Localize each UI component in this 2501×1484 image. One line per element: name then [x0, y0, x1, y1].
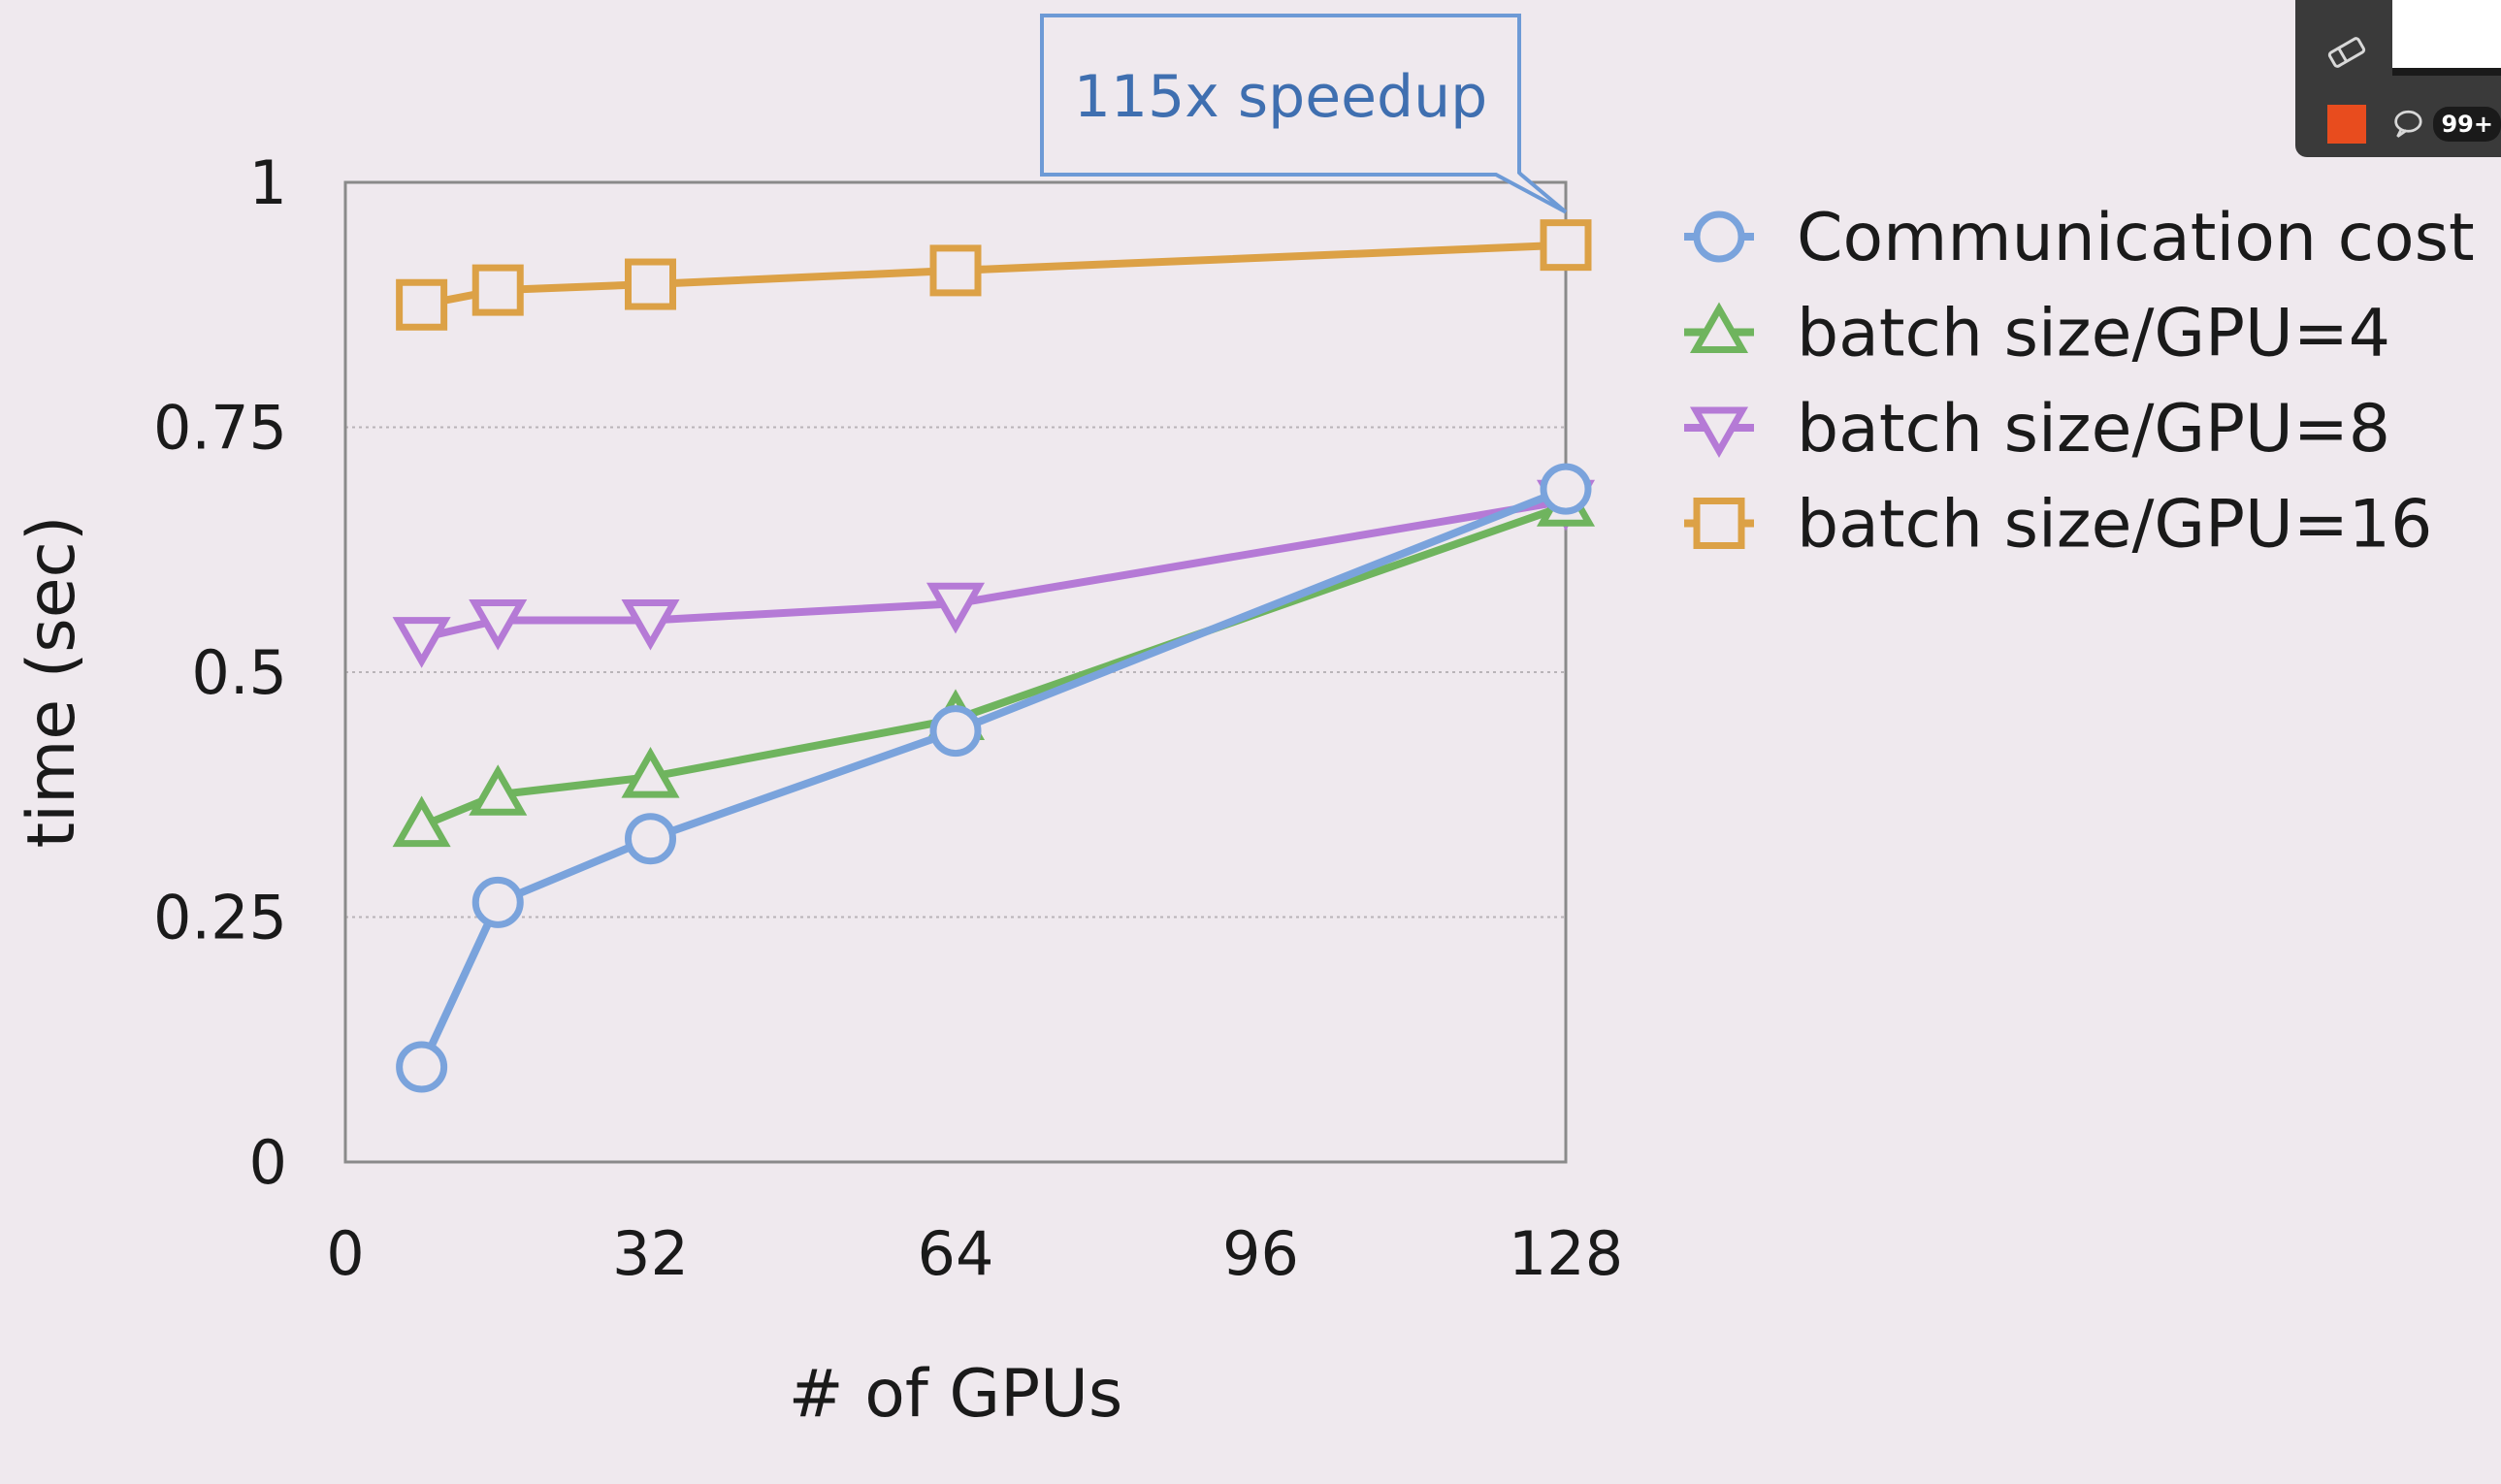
x-tick-label: 96 [1222, 1218, 1299, 1289]
x-tick-label: 128 [1509, 1218, 1623, 1289]
chat-button[interactable]: 99+ [2392, 95, 2501, 153]
chat-count-badge: 99+ [2433, 107, 2501, 142]
series-line [417, 485, 1568, 1069]
legend-item: batch size/GPU=16 [1684, 487, 2432, 564]
legend-item: Communication cost [1684, 200, 2475, 276]
data-point-marker [1540, 463, 1592, 515]
legend-label: Communication cost [1797, 200, 2475, 276]
y-tick-label: 1 [249, 147, 287, 218]
data-point-marker [471, 264, 524, 316]
data-point-marker [469, 764, 528, 816]
data-point-marker [621, 598, 680, 651]
series-2 [392, 479, 1596, 668]
series-lines [392, 219, 1596, 1093]
legend-item: batch size/GPU=4 [1684, 296, 2390, 372]
data-point-marker [392, 617, 451, 668]
data-point-marker [392, 795, 451, 848]
data-point-marker [396, 278, 448, 331]
x-tick-label: 64 [918, 1218, 994, 1289]
callout-text: 115x speedup [1074, 63, 1487, 131]
eraser-icon [2327, 37, 2366, 68]
x-tick-label: 0 [326, 1218, 364, 1289]
axis-ticks: 0 0.25 0.5 0.75 1 0 32 64 96 128 [153, 147, 1623, 1289]
video-thumbnail[interactable] [2392, 0, 2501, 76]
legend-item: batch size/GPU=8 [1684, 391, 2390, 468]
data-point-marker [1540, 219, 1592, 272]
eraser-button[interactable] [2313, 23, 2381, 81]
data-point-marker [926, 582, 986, 634]
plot-area-frame [343, 180, 1568, 1164]
data-point-marker [396, 1041, 448, 1093]
color-picker-button[interactable] [2313, 95, 2381, 153]
speedup-callout: 115x speedup [1040, 14, 1568, 214]
series-3 [396, 219, 1592, 331]
legend: Communication cost batch size/GPU=4 batch … [1684, 200, 2475, 564]
legend-marker [1689, 406, 1749, 459]
legend-label: batch size/GPU=16 [1797, 487, 2432, 564]
data-point-marker [625, 258, 676, 310]
series-0 [396, 463, 1592, 1093]
series-line [420, 241, 1567, 309]
y-tick-label: 0.75 [153, 393, 287, 464]
legend-marker [1693, 498, 1745, 549]
data-point-marker [625, 813, 676, 865]
data-point-marker [929, 244, 982, 297]
callout-box [1040, 14, 1568, 214]
color-swatch [2327, 105, 2366, 144]
gridlines [345, 426, 1566, 919]
data-point-marker [469, 598, 528, 651]
series-1 [392, 475, 1596, 848]
chat-icon [2394, 110, 2422, 138]
y-tick-label: 0.25 [153, 883, 287, 953]
legend-label: batch size/GPU=4 [1797, 296, 2390, 372]
legend-marker [1693, 210, 1745, 263]
data-point-marker [929, 705, 982, 758]
x-tick-label: 32 [612, 1218, 689, 1289]
data-point-marker [621, 747, 680, 798]
data-point-marker [471, 876, 524, 928]
legend-label: batch size/GPU=8 [1797, 391, 2390, 468]
y-tick-label: 0 [249, 1127, 287, 1198]
x-axis-title: # of GPUs [789, 1356, 1123, 1433]
y-axis-title: time (sec) [14, 516, 90, 849]
y-tick-label: 0.5 [191, 637, 287, 708]
annotation-toolbar: 99+ [2295, 0, 2501, 157]
legend-marker [1689, 302, 1749, 353]
